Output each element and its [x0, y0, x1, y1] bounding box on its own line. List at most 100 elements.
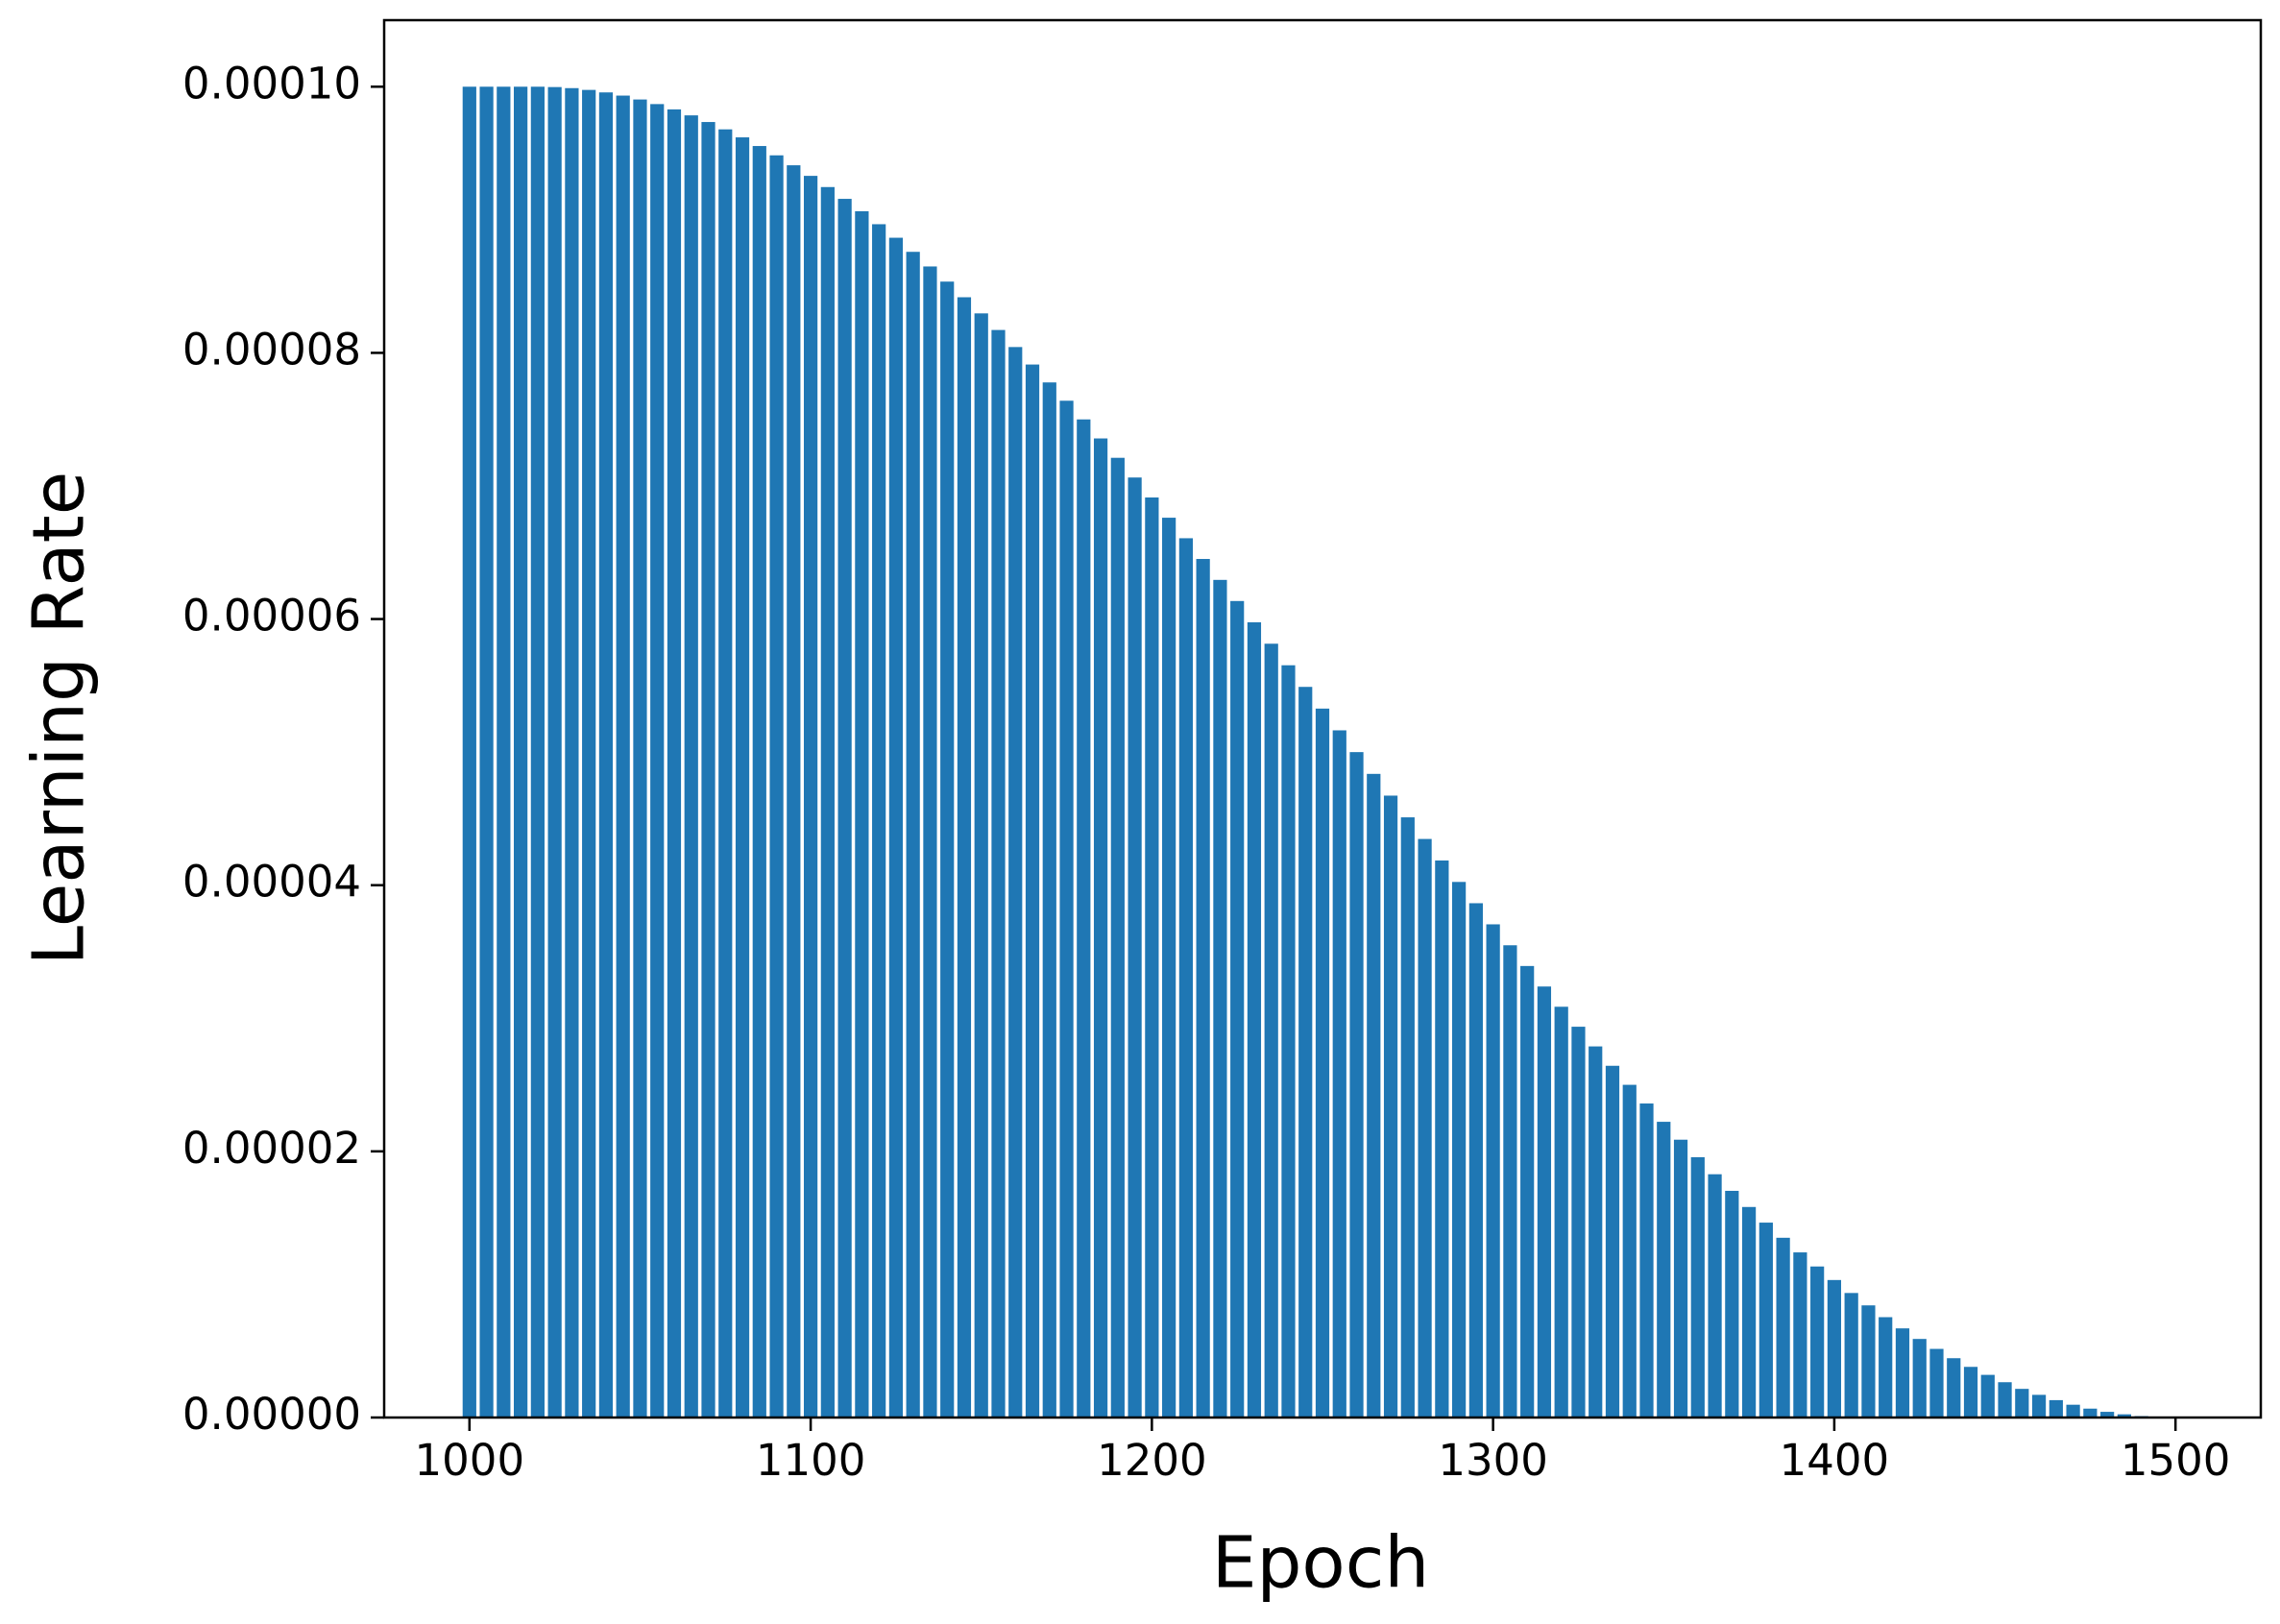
bar: [462, 86, 476, 1418]
bar: [1537, 986, 1552, 1418]
bar: [923, 266, 937, 1418]
bar: [1657, 1122, 1671, 1418]
plot-frame: [382, 18, 2263, 1419]
bar: [633, 99, 647, 1418]
bar: [650, 104, 665, 1418]
bar: [479, 86, 494, 1418]
bar: [547, 86, 562, 1418]
bar: [1690, 1156, 1705, 1418]
bar: [2015, 1389, 2029, 1418]
x-tick-label: 1100: [756, 1435, 866, 1486]
bar: [2066, 1404, 2080, 1418]
bar: [1059, 400, 1074, 1418]
bar: [787, 165, 801, 1418]
bar: [667, 109, 682, 1418]
bar: [1929, 1348, 1944, 1418]
bar: [991, 329, 1006, 1418]
bar: [1162, 518, 1176, 1418]
bar: [1110, 457, 1125, 1418]
bar: [769, 155, 784, 1418]
bar: [855, 210, 869, 1418]
bar: [1963, 1367, 1978, 1418]
bar: [1349, 752, 1364, 1418]
bar: [1741, 1206, 1757, 1418]
bar: [1947, 1358, 1961, 1418]
bar: [1759, 1223, 1773, 1418]
bar: [582, 89, 596, 1418]
bar: [718, 129, 733, 1418]
bar: [940, 281, 955, 1418]
bar: [872, 224, 886, 1418]
bar: [1247, 621, 1262, 1418]
bar: [1708, 1174, 1722, 1418]
bar: [803, 176, 818, 1418]
bar: [1093, 438, 1108, 1418]
bar: [1042, 382, 1056, 1418]
bar: [1879, 1317, 1893, 1418]
bar: [2083, 1408, 2098, 1418]
bar: [752, 146, 766, 1418]
bar: [2117, 1414, 2131, 1418]
bar: [1589, 1046, 1603, 1418]
bar: [1230, 600, 1245, 1418]
bar: [1025, 364, 1040, 1418]
bar: [1827, 1279, 1842, 1418]
bar: [1128, 477, 1142, 1418]
bar: [1213, 579, 1227, 1418]
bar: [974, 313, 988, 1418]
y-tick-label: 0.00002: [182, 1123, 361, 1174]
y-tick-label: 0.00008: [182, 324, 361, 375]
bar: [1554, 1006, 1568, 1418]
x-tick-label: 1200: [1097, 1435, 1207, 1486]
bar: [1571, 1027, 1586, 1418]
bar: [701, 122, 716, 1418]
bar: [514, 86, 528, 1418]
bar: [1605, 1065, 1620, 1418]
bar: [1367, 773, 1381, 1418]
bar: [1332, 730, 1346, 1418]
x-tick-label: 1000: [415, 1435, 525, 1486]
bar: [530, 86, 545, 1418]
bar: [1520, 965, 1535, 1418]
bar: [1145, 497, 1159, 1418]
x-tick-label: 1300: [1438, 1435, 1548, 1486]
bar: [1077, 419, 1091, 1418]
bar: [1639, 1103, 1654, 1418]
bar: [1435, 860, 1449, 1418]
bar: [1178, 538, 1193, 1418]
y-tick-label: 0.00004: [182, 857, 361, 908]
bar: [1810, 1266, 1825, 1418]
bar: [1861, 1305, 1876, 1418]
bar: [1196, 559, 1210, 1418]
bar: [1725, 1190, 1739, 1418]
bar: [1486, 924, 1500, 1418]
bar: [497, 86, 511, 1418]
bar: [1912, 1339, 1927, 1418]
bar: [888, 237, 904, 1418]
bar: [906, 252, 920, 1418]
x-axis-label: Epoch: [1212, 1522, 1430, 1605]
bar: [598, 92, 614, 1418]
bar: [735, 137, 750, 1418]
bar: [1980, 1374, 1995, 1418]
y-tick-label: 0.00006: [182, 591, 361, 642]
bar: [1452, 882, 1467, 1418]
bar: [1383, 795, 1398, 1418]
bar: [2100, 1412, 2115, 1418]
bar: [1776, 1237, 1790, 1418]
bar: [2049, 1399, 2063, 1418]
bar: [616, 95, 630, 1418]
x-tick-label: 1500: [2121, 1435, 2231, 1486]
bar: [1400, 817, 1415, 1418]
bar: [1503, 945, 1517, 1418]
bar: [1298, 687, 1313, 1418]
bar: [1793, 1252, 1807, 1418]
bar: [684, 115, 698, 1418]
bar: [1998, 1382, 2012, 1418]
bar: [957, 297, 972, 1418]
bar: [1622, 1084, 1637, 1418]
bar: [820, 186, 835, 1418]
bar: [1844, 1293, 1858, 1418]
